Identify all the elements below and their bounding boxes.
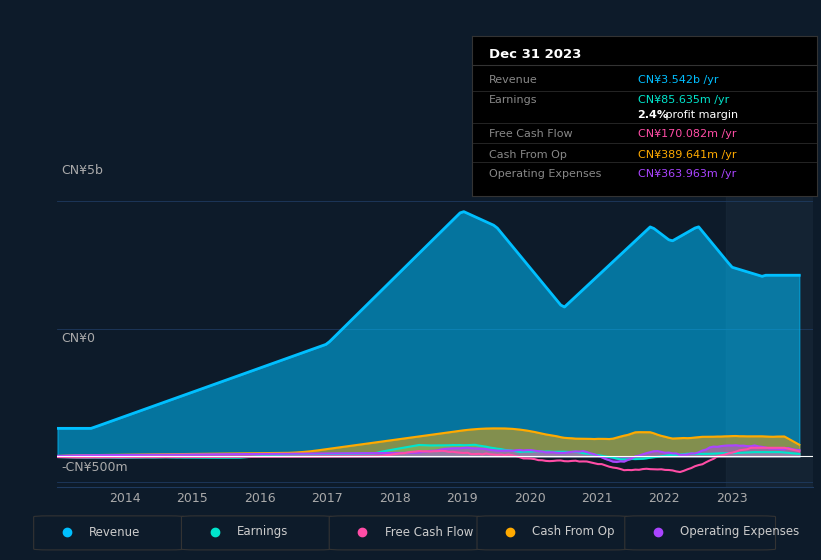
Bar — [727, 190, 813, 487]
Text: Operating Expenses: Operating Expenses — [489, 169, 602, 179]
Text: Earnings: Earnings — [237, 525, 288, 539]
Text: Revenue: Revenue — [89, 525, 140, 539]
FancyBboxPatch shape — [181, 516, 333, 550]
Text: Cash From Op: Cash From Op — [533, 525, 615, 539]
FancyBboxPatch shape — [625, 516, 776, 550]
Text: Operating Expenses: Operating Expenses — [681, 525, 800, 539]
Text: Cash From Op: Cash From Op — [489, 150, 567, 160]
Text: 2.4%: 2.4% — [638, 110, 668, 120]
FancyBboxPatch shape — [34, 516, 185, 550]
Text: CN¥170.082m /yr: CN¥170.082m /yr — [638, 129, 736, 139]
Text: Dec 31 2023: Dec 31 2023 — [489, 48, 582, 60]
Text: -CN¥500m: -CN¥500m — [62, 461, 128, 474]
Text: CN¥85.635m /yr: CN¥85.635m /yr — [638, 95, 729, 105]
Text: CN¥0: CN¥0 — [62, 332, 95, 346]
FancyBboxPatch shape — [329, 516, 480, 550]
Text: Revenue: Revenue — [489, 74, 538, 85]
Text: CN¥363.963m /yr: CN¥363.963m /yr — [638, 169, 736, 179]
Text: CN¥389.641m /yr: CN¥389.641m /yr — [638, 150, 736, 160]
Text: Free Cash Flow: Free Cash Flow — [489, 129, 573, 139]
Text: Earnings: Earnings — [489, 95, 538, 105]
Text: CN¥3.542b /yr: CN¥3.542b /yr — [638, 74, 718, 85]
Text: Free Cash Flow: Free Cash Flow — [385, 525, 473, 539]
Text: CN¥5b: CN¥5b — [62, 164, 103, 177]
Text: profit margin: profit margin — [662, 110, 738, 120]
FancyBboxPatch shape — [477, 516, 628, 550]
